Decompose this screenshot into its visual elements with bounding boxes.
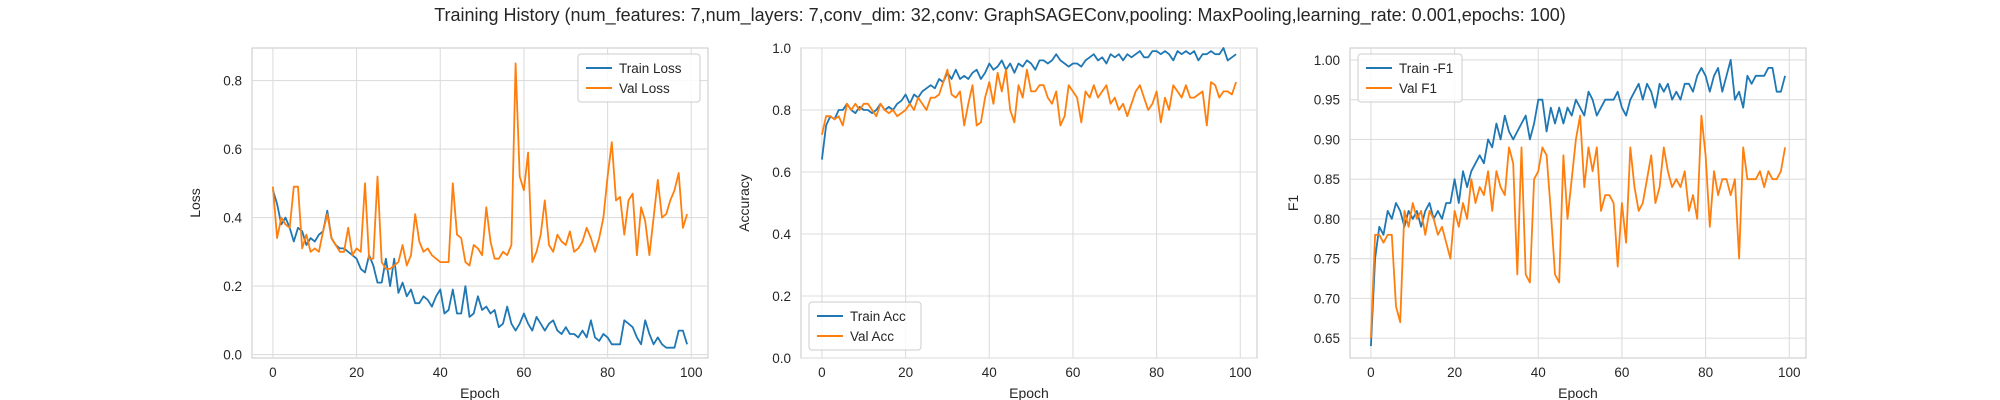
y-tick-label: 0.2 [772,289,791,304]
y-tick-label: 0.6 [223,142,242,157]
legend-entry: Val Acc [850,329,894,344]
y-tick-label: 0.0 [223,348,242,363]
x-tick-label: 20 [1447,365,1462,380]
legend-frame [577,53,701,103]
y-tick-label: 1.00 [1314,53,1340,68]
legend-entry: Train Acc [850,309,906,324]
series-line [821,68,1237,135]
y-tick-label: 0.8 [223,74,242,89]
x-tick-label: 100 [680,365,703,380]
y-tick-label: 0.8 [772,103,791,118]
y-tick-label: 0.4 [223,211,242,226]
x-axis-label: Epoch [460,385,500,400]
series-line [272,62,688,270]
x-tick-label: 100 [1229,365,1252,380]
x-tick-label: 40 [1531,365,1546,380]
x-axis-label: Epoch [1009,385,1049,400]
x-tick-label: 0 [1367,365,1375,380]
legend: Train Acc Val Acc [808,301,922,351]
series-line [1370,59,1786,347]
x-tick-label: 60 [1065,365,1080,380]
legend: Train Loss Val Loss [577,53,701,103]
x-tick-label: 40 [433,365,448,380]
y-tick-label: 0.95 [1314,93,1340,108]
y-tick-label: 0.4 [772,227,791,242]
y-tick-label: 0.2 [223,279,242,294]
y-axis-label: Accuracy [736,174,752,232]
x-tick-label: 100 [1778,365,1801,380]
y-tick-label: 0.85 [1314,172,1340,187]
x-axis-label: Epoch [1558,385,1598,400]
x-tick-label: 80 [1698,365,1713,380]
y-tick-label: 0.90 [1314,132,1340,147]
legend-entry: Train Loss [619,61,682,76]
series-line [821,47,1237,160]
x-tick-label: 40 [982,365,997,380]
legend-frame [1357,53,1463,103]
legend-entry: Val Loss [619,81,670,96]
y-tick-label: 0.80 [1314,212,1340,227]
x-tick-label: 0 [818,365,826,380]
subplots: 0 20 40 60 80 100 0.0 0.2 0.4 0.6 0.8 Epoch Loss Trai… [187,41,1807,400]
legend-entry: Train -F1 [1399,61,1453,76]
legend-frame [808,301,922,351]
x-tick-label: 60 [1614,365,1629,380]
series-line [1370,114,1786,339]
legend: Train -F1 Val F1 [1357,53,1463,103]
y-tick-label: 0.65 [1314,331,1340,346]
y-tick-label: 0.0 [772,351,791,366]
y-axis-label: Loss [187,188,203,218]
subplot-3: 0 20 40 60 80 100 0.65 0.70 0.75 0.80 0.85 0.90 0.95… [1285,47,1807,400]
series-line [272,189,688,349]
figure-title: Training History (num_features: 7,num_la… [434,5,1566,26]
x-tick-label: 80 [1149,365,1164,380]
x-tick-label: 20 [898,365,913,380]
subplot-1: 0 20 40 60 80 100 0.0 0.2 0.4 0.6 0.8 Epoch Loss Trai… [187,47,709,400]
x-tick-label: 20 [349,365,364,380]
x-tick-label: 60 [516,365,531,380]
y-tick-label: 0.6 [772,165,791,180]
y-axis-label: F1 [1285,195,1301,212]
y-tick-label: 1.0 [772,41,791,56]
x-tick-label: 80 [600,365,615,380]
subplot-2: 0 20 40 60 80 100 0.0 0.2 0.4 0.6 0.8 1.0 Epoch Accur… [736,41,1258,400]
y-tick-label: 0.75 [1314,252,1340,267]
y-tick-label: 0.70 [1314,291,1340,306]
legend-entry: Val F1 [1399,81,1437,96]
x-tick-label: 0 [269,365,277,380]
